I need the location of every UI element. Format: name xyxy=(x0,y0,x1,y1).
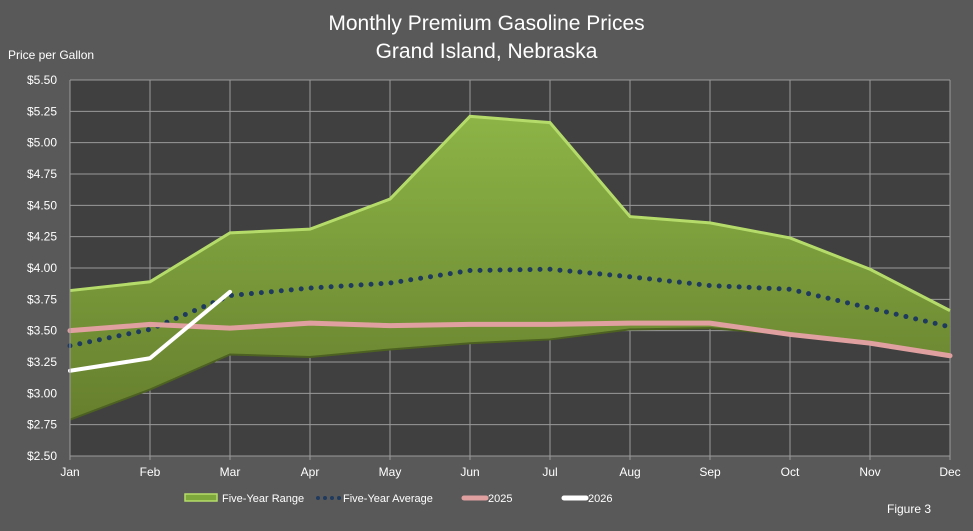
x-tick-label: Sep xyxy=(699,465,721,479)
legend-label-2025: 2025 xyxy=(488,493,512,505)
chart-title-line-2: Grand Island, Nebraska xyxy=(375,40,598,63)
five-year-range-upper-edge xyxy=(69,114,951,312)
x-tick-label: May xyxy=(379,465,402,479)
y-tick-label: $3.75 xyxy=(27,292,57,306)
x-tick-label: Apr xyxy=(301,465,320,479)
y-tick-label: $3.00 xyxy=(27,386,57,400)
five-year-average-line xyxy=(67,266,953,349)
x-tick-label: Feb xyxy=(140,465,161,479)
legend-label-five-year-average: Five-Year Average xyxy=(343,493,433,505)
chart-title-line-1: Monthly Premium Gasoline Prices xyxy=(328,12,645,35)
chart-title: Monthly Premium Gasoline Prices Grand Is… xyxy=(0,10,973,66)
y-tick-label: $2.50 xyxy=(27,449,57,463)
figure-label: Figure 3 xyxy=(887,502,932,516)
y-tick-label: $4.00 xyxy=(27,261,57,275)
y-tick-label: $4.50 xyxy=(27,198,57,212)
x-tick-label: Aug xyxy=(619,465,640,479)
x-tick-label: Jun xyxy=(460,465,479,479)
y-axis-label: Price per Gallon xyxy=(8,48,95,62)
y-tick-label: $5.25 xyxy=(27,104,57,118)
y-tick-label: $5.00 xyxy=(27,136,57,150)
y-tick-label: $4.75 xyxy=(27,167,57,181)
y-tick-label: $5.50 xyxy=(27,73,57,87)
y-tick-label: $3.25 xyxy=(27,355,57,369)
x-tick-label: Oct xyxy=(781,465,800,479)
series-2025-line xyxy=(67,320,953,359)
x-tick-label: Dec xyxy=(939,465,960,479)
x-tick-label: Jan xyxy=(60,465,79,479)
legend-swatch-five-year-range xyxy=(184,493,218,502)
y-tick-label: $3.50 xyxy=(27,324,57,338)
legend-label-five-year-range: Five-Year Range xyxy=(222,493,304,505)
x-tick-label: Jul xyxy=(542,465,557,479)
x-tick-label: Nov xyxy=(859,465,880,479)
y-tick-label: $2.75 xyxy=(27,418,57,432)
x-tick-label: Mar xyxy=(220,465,241,479)
y-tick-label: $4.25 xyxy=(27,230,57,244)
legend-label-2026: 2026 xyxy=(588,493,612,505)
